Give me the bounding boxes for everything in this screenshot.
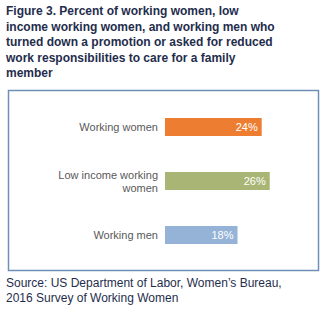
category-label: Working men <box>93 229 158 241</box>
category-label: Low income workingwomen <box>58 169 158 194</box>
bars <box>165 118 270 244</box>
data-label: 18% <box>211 229 233 241</box>
chart: Working women 24% Low income workingwomen 2… <box>0 0 325 314</box>
labels: Working women 24% Low income workingwomen 2… <box>58 121 266 241</box>
data-label: 24% <box>236 121 258 133</box>
category-label: Working women <box>79 121 158 133</box>
bar <box>165 172 270 190</box>
frame <box>9 91 319 271</box>
source: Source: US Department of Labor, Women’s … <box>6 276 306 306</box>
title: Figure 3. Percent of working women, low … <box>6 4 276 82</box>
bar <box>165 226 238 244</box>
bar <box>165 118 262 136</box>
data-label: 26% <box>244 175 266 187</box>
